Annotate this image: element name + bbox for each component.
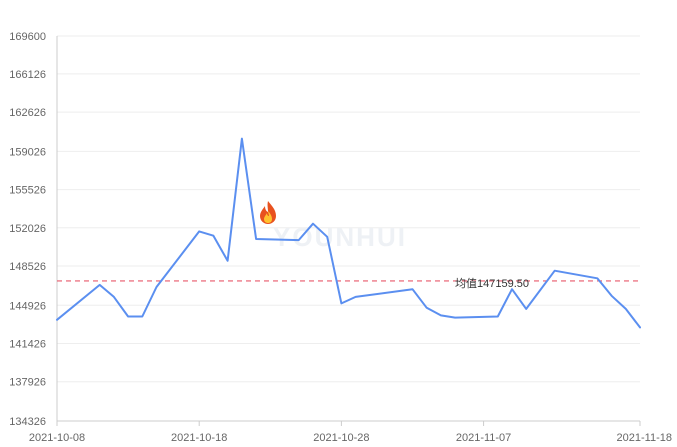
x-tick-label: 2021-10-08 [29, 432, 85, 444]
y-tick-label: 155526 [9, 185, 46, 197]
y-tick-label: 137926 [9, 377, 46, 389]
series-line [56, 137, 641, 329]
axes [56, 36, 641, 426]
average-line-group: 均值147159.50 [57, 277, 640, 290]
fire-icon [260, 201, 276, 224]
y-tick-label: 134326 [9, 416, 46, 428]
watermark: YOUNHUI [273, 222, 407, 252]
y-tick-label: 166126 [9, 69, 46, 81]
x-tick-label: 2021-10-28 [313, 432, 369, 444]
x-axis-tick-labels: 2021-10-08 2021-10-18 2021-10-28 2021-11-07… [29, 432, 672, 444]
y-tick-label: 148526 [9, 261, 46, 273]
x-tick-label: 2021-11-18 [617, 432, 672, 444]
average-label: 均值147159.50 [455, 277, 529, 290]
y-tick-label: 152026 [9, 223, 46, 235]
x-tick-label: 2021-10-18 [171, 432, 227, 444]
x-tick-label: 2021-11-07 [456, 432, 511, 444]
y-tick-label: 141426 [9, 339, 46, 351]
y-tick-label: 144926 [9, 300, 46, 312]
y-axis-tick-labels: 169600 166126 162626 159026 155526 152026 1485… [9, 31, 46, 428]
y-tick-label: 162626 [9, 107, 46, 119]
y-tick-label: 169600 [9, 31, 46, 43]
y-tick-label: 159026 [9, 146, 46, 158]
series-layer [56, 137, 641, 329]
